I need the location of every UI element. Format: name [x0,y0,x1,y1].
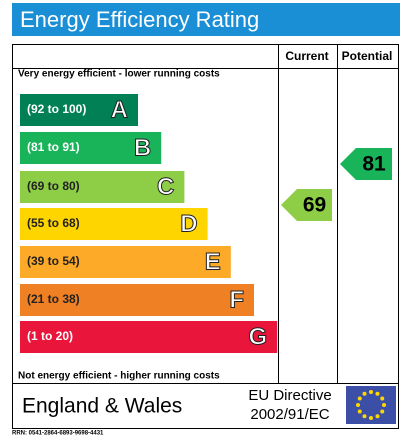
band-letter: F [229,286,244,313]
band-range: (55 to 68) [27,216,80,230]
rating-value: 69 [303,194,326,217]
top-note: Very energy efficient - lower running co… [18,69,220,80]
flag-star [380,409,385,414]
column-header: Potential [342,49,393,63]
band-bar [20,284,254,316]
band-bar [20,321,278,353]
title-bar [12,3,400,36]
flag-star [356,403,360,407]
band-letter: E [205,248,221,275]
flag-star [369,416,373,420]
band-range: (21 to 38) [27,292,80,306]
band-range: (92 to 100) [27,102,86,116]
rating-arrow [281,189,332,221]
band-bar [20,132,162,164]
rating-value: 81 [362,153,386,176]
directive: EU Directive [248,387,331,404]
band-range: (81 to 91) [27,140,80,154]
band-letter: A [111,96,128,123]
band-range: (69 to 80) [27,179,80,193]
bottom-note: Not energy efficient - higher running co… [18,371,220,382]
column-header: Current [285,49,328,63]
directive: 2002/91/EC [250,406,329,423]
flag-star [362,414,367,419]
rating-arrow [340,148,392,180]
flag-star [375,414,380,419]
band-range: (39 to 54) [27,254,80,268]
flag-star [357,396,362,401]
flag-star [357,409,362,414]
band-bar [20,208,208,240]
band-bar [20,246,231,278]
flag-star [369,390,373,394]
region: England & Wales [22,395,182,418]
flag-star [375,391,380,396]
title: Energy Efficiency Rating [20,7,259,32]
band-letter: G [249,323,268,350]
rrn: RRN: 0541-2864-6893-9698-4431 [12,431,104,437]
flag-star [362,391,367,396]
flag-star [382,403,386,407]
eu-flag [346,386,396,424]
band-bar [20,94,138,126]
band-range: (1 to 20) [27,329,73,343]
band-letter: D [180,210,197,237]
frame [12,44,399,429]
flag-star [380,396,385,401]
band-letter: B [134,134,151,161]
band-letter: C [157,173,174,200]
band-bar [20,171,185,203]
